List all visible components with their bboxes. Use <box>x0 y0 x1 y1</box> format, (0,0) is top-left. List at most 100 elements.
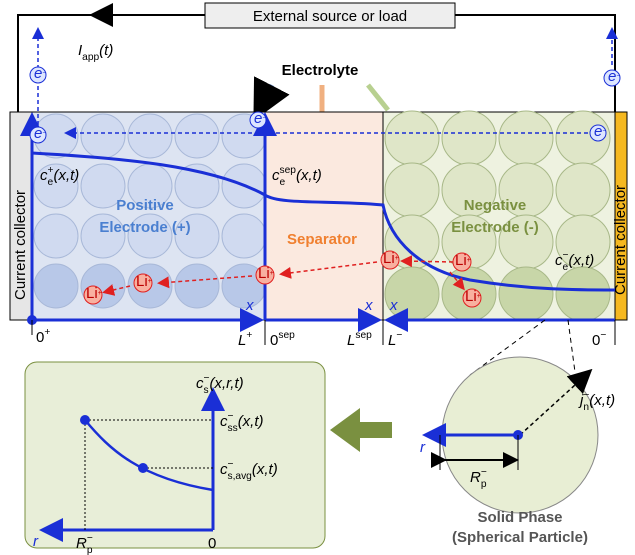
base: e <box>34 125 42 142</box>
diagram: External source or load Iapp(t) Electrol… <box>0 0 635 555</box>
sub: p <box>481 479 487 490</box>
sup: − <box>262 115 266 122</box>
base: 0 <box>36 329 44 346</box>
base: 0 <box>592 332 600 349</box>
arg: (x,t) <box>296 167 322 184</box>
sup: − <box>42 130 46 137</box>
arg: (x,t) <box>568 252 594 269</box>
sup: + <box>467 257 471 264</box>
x-label: x <box>245 297 254 314</box>
particle-bg <box>499 267 553 321</box>
base: Li <box>455 252 467 269</box>
current-label: Iapp(t) <box>78 42 113 63</box>
sup: − <box>42 70 46 77</box>
caption: (Spherical Particle) <box>452 529 588 546</box>
region-label: Electrode (+) <box>99 219 190 236</box>
particle-bg <box>385 163 439 217</box>
inset <box>25 362 325 548</box>
particle-bg <box>556 163 610 217</box>
arg: (x,r,t) <box>209 375 243 392</box>
origin-label: 0 <box>208 535 216 552</box>
base: L <box>347 332 355 349</box>
base: Li <box>86 285 98 302</box>
arg: (x,t) <box>238 413 264 430</box>
particle-bg <box>556 267 610 321</box>
separator <box>265 112 383 320</box>
region-label: Negative <box>464 197 527 214</box>
sup: + <box>395 255 399 262</box>
big-arrow <box>330 408 392 452</box>
sup: + <box>44 327 50 338</box>
base: Li <box>383 250 395 267</box>
surface-dot <box>80 415 90 425</box>
particle-bg <box>34 264 78 308</box>
particle-bg <box>385 111 439 165</box>
sup: − <box>616 73 620 80</box>
sub: app <box>82 52 99 63</box>
region-label: Electrode (-) <box>451 219 539 236</box>
sup: sep <box>278 330 295 341</box>
arg: (t) <box>99 42 113 59</box>
caption: Solid Phase <box>477 509 562 526</box>
region-label: Separator <box>287 231 357 248</box>
sup: + <box>246 330 252 341</box>
sub: ss <box>228 423 238 434</box>
sup: + <box>148 278 152 285</box>
collector-label: Current collector <box>612 185 629 295</box>
particle-bg <box>175 264 219 308</box>
source-label: External source or load <box>253 8 407 25</box>
sup: − <box>396 330 402 341</box>
particle-bg <box>222 214 266 258</box>
arg: (x,t) <box>252 461 278 478</box>
sup: − <box>602 128 606 135</box>
base: R <box>76 535 87 552</box>
base: Li <box>136 273 148 290</box>
flux-label: j−n(x,t) <box>578 390 615 413</box>
sup: − <box>481 467 487 478</box>
boundary-label: Lsep <box>347 330 372 349</box>
sub: e <box>280 177 286 188</box>
pointer <box>368 85 388 110</box>
base: e <box>254 110 262 127</box>
particle-bg <box>34 214 78 258</box>
pointer <box>258 85 272 112</box>
sup: − <box>87 533 93 544</box>
sub: p <box>87 545 93 555</box>
base: e <box>34 65 42 82</box>
particle-bg <box>175 114 219 158</box>
sup: − <box>228 411 234 422</box>
arg: (x,t) <box>53 167 79 184</box>
sup: − <box>228 459 234 470</box>
base: e <box>608 68 616 85</box>
base: 0 <box>270 332 278 349</box>
sup: + <box>98 290 102 297</box>
collector-label: Current collector <box>12 190 29 300</box>
sub: s <box>204 385 209 396</box>
sub: n <box>583 402 589 413</box>
average-dot <box>138 463 148 473</box>
sub: s,avg <box>228 471 253 482</box>
base: Li <box>258 265 270 282</box>
x-label: x <box>364 297 373 314</box>
sup: + <box>477 293 481 300</box>
sup: sep <box>280 165 297 176</box>
sup: sep <box>355 330 372 341</box>
electrolyte-label: Electrolyte <box>282 62 359 79</box>
flux-arrow <box>575 373 588 385</box>
boundary-label: L+ <box>238 330 252 349</box>
region-label: Positive <box>116 197 174 214</box>
base: R <box>470 469 481 486</box>
r-label: r <box>420 439 426 456</box>
arg: (x,t) <box>589 392 615 409</box>
boundary-label: 0sep <box>270 330 295 349</box>
base: L <box>238 332 246 349</box>
particle-bg <box>499 111 553 165</box>
particle-bg <box>442 111 496 165</box>
sup: − <box>600 330 606 341</box>
particle-bg <box>128 114 172 158</box>
base: Li <box>465 288 477 305</box>
x-label: x <box>389 297 398 314</box>
boundary-label: 0− <box>592 330 606 349</box>
sup: + <box>270 270 274 277</box>
boundary-label: 0+ <box>36 327 50 346</box>
